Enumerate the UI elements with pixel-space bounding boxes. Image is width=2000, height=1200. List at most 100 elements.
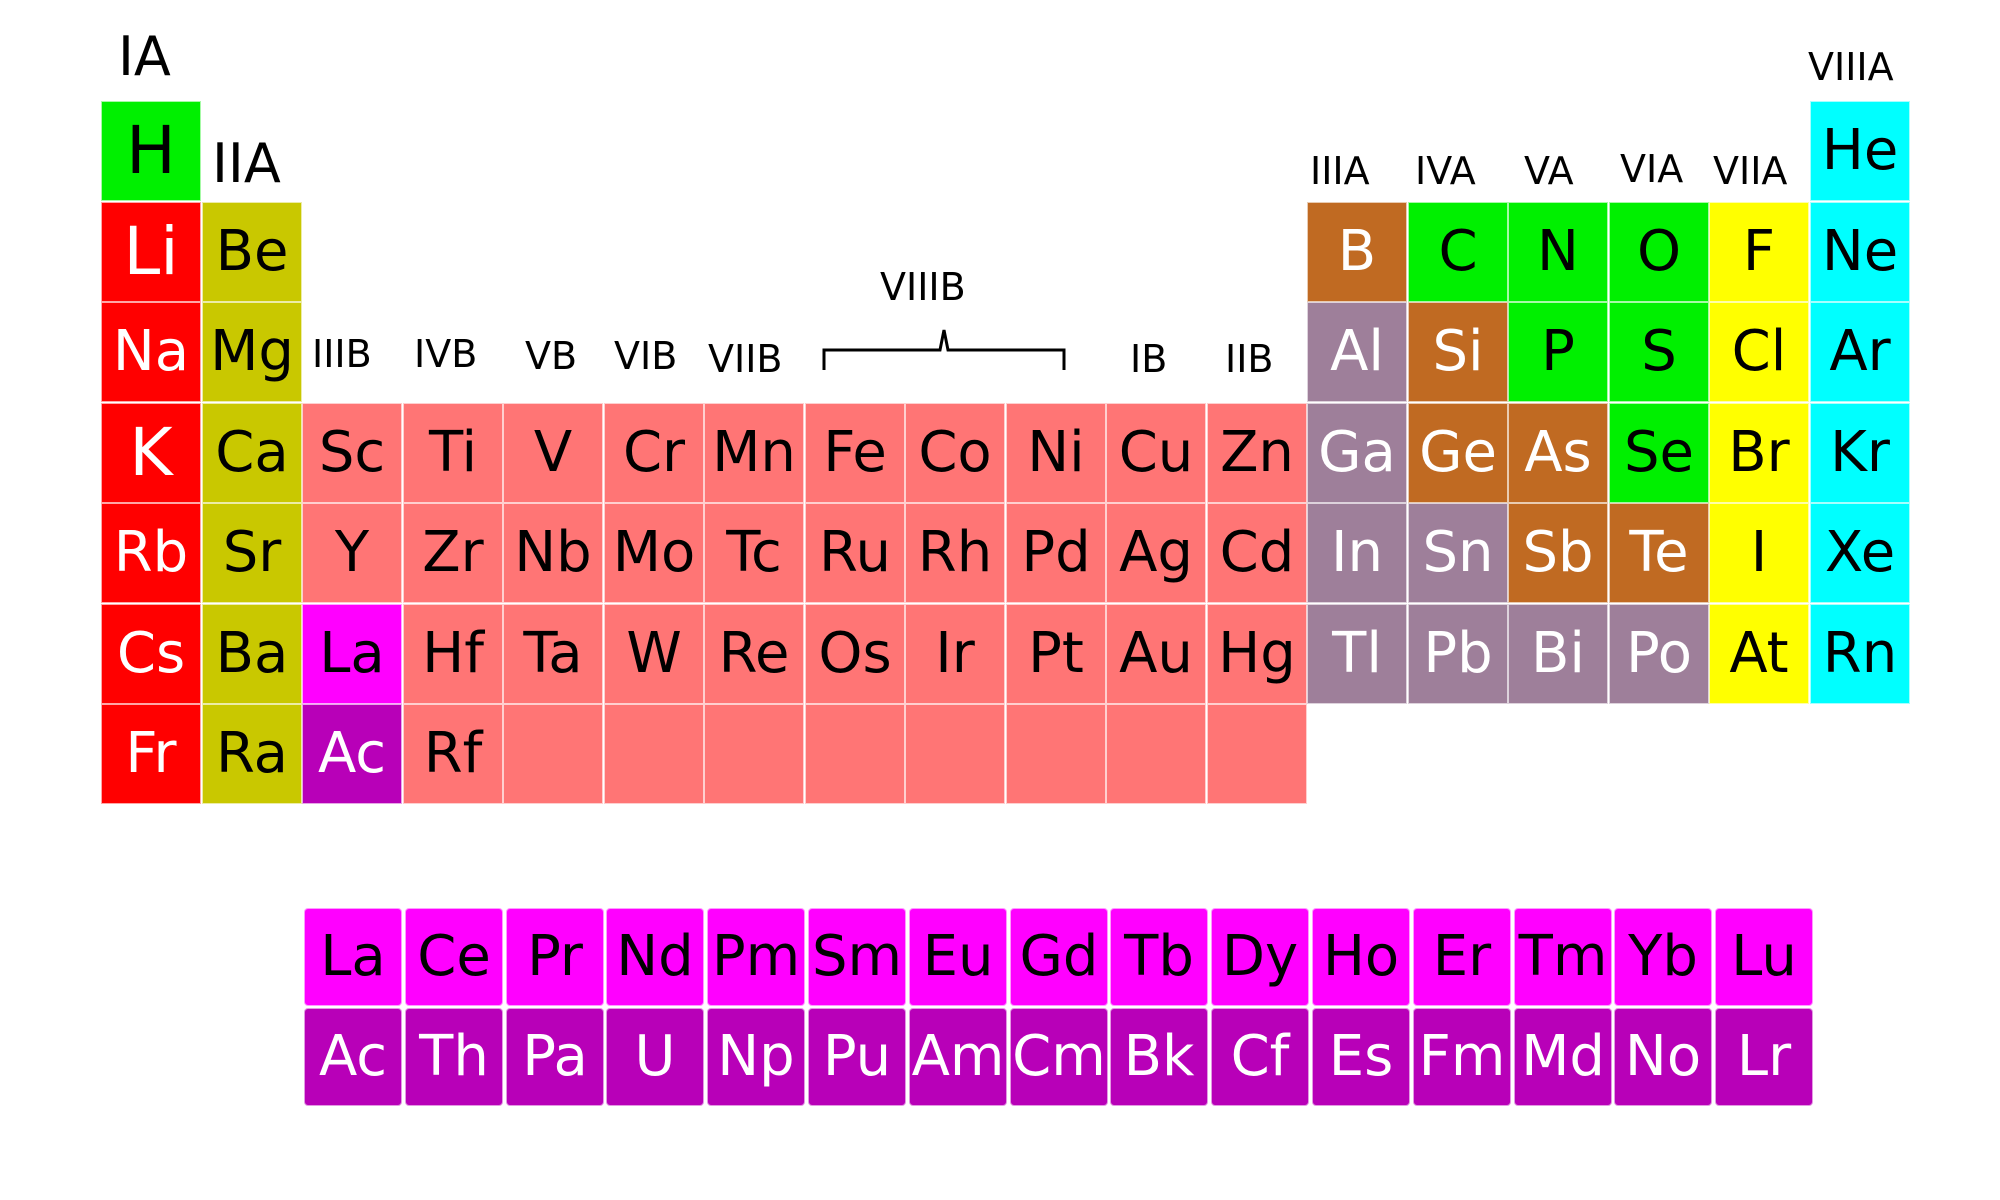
element-symbol: O [1636, 219, 1682, 284]
element-symbol: Fr [125, 721, 177, 786]
group-label-viib: VIIB [708, 337, 783, 381]
actinide-am: Am [909, 1008, 1007, 1106]
element-symbol: No [1624, 1024, 1702, 1089]
element-n: N [1508, 202, 1608, 302]
element-symbol: Sc [318, 420, 386, 485]
group-label-vb: VB [525, 334, 578, 378]
element-symbol: K [129, 414, 173, 491]
element-symbol: Pr [527, 924, 583, 989]
element-au: Au [1106, 604, 1206, 704]
element-be: Be [202, 202, 302, 302]
element-symbol: Eu [922, 924, 994, 989]
element-os: Os [805, 604, 905, 704]
element-symbol: C [1438, 219, 1478, 284]
actinide-pu: Pu [808, 1008, 906, 1106]
element-symbol: Zr [422, 520, 484, 585]
element-tl: Tl [1307, 604, 1407, 704]
lanthanide-er: Er [1413, 908, 1511, 1006]
element-symbol: Ta [523, 621, 583, 686]
element-rb: Rb [101, 503, 201, 603]
element-symbol: Hg [1218, 621, 1296, 686]
element-symbol: Y [334, 520, 370, 585]
group-label-ib: IB [1130, 337, 1168, 381]
element-symbol: Tb [1124, 924, 1194, 989]
element-y: Y [302, 503, 402, 603]
element-symbol: Ac [317, 721, 387, 786]
actinide-md: Md [1514, 1008, 1612, 1106]
element-symbol: Rf [423, 721, 483, 786]
element-symbol: Pb [1423, 621, 1493, 686]
empty-cell [805, 704, 905, 804]
element-symbol: Cd [1219, 520, 1295, 585]
element-symbol: Rb [113, 520, 189, 585]
element-symbol: Fe [823, 420, 887, 485]
element-symbol: Ca [215, 420, 289, 485]
element-symbol: Xe [1824, 520, 1896, 585]
group-label-viiib: VIIIB [880, 265, 966, 309]
element-cs: Cs [101, 604, 201, 704]
element-symbol: U [634, 1024, 676, 1089]
element-ir: Ir [905, 604, 1005, 704]
element-rn: Rn [1810, 604, 1910, 704]
element-i: I [1709, 503, 1809, 603]
element-symbol: Bk [1123, 1024, 1195, 1089]
actinide-th: Th [405, 1008, 503, 1106]
element-nb: Nb [503, 503, 603, 603]
element-na: Na [101, 302, 201, 402]
element-symbol: Np [717, 1024, 795, 1089]
element-cd: Cd [1207, 503, 1307, 603]
element-symbol: Ra [216, 721, 288, 786]
element-symbol: Er [1432, 924, 1492, 989]
element-in: In [1307, 503, 1407, 603]
element-symbol: Gd [1019, 924, 1099, 989]
element-symbol: Al [1330, 319, 1384, 384]
element-symbol: Cr [622, 420, 686, 485]
element-ga: Ga [1307, 403, 1407, 503]
group-label-iva: IVA [1415, 149, 1476, 193]
actinide-es: Es [1312, 1008, 1410, 1106]
element-symbol: Th [419, 1024, 489, 1089]
element-symbol: Mo [612, 520, 696, 585]
element-ne: Ne [1810, 202, 1910, 302]
lanthanide-pr: Pr [506, 908, 604, 1006]
element-symbol: Sn [1422, 520, 1494, 585]
element-tc: Tc [704, 503, 804, 603]
element-at: At [1709, 604, 1809, 704]
group-label-ivb: IVB [414, 332, 478, 376]
element-symbol: Ba [215, 621, 289, 686]
element-symbol: Ir [935, 621, 975, 686]
element-h: H [101, 101, 201, 201]
element-symbol: Es [1328, 1024, 1394, 1089]
element-pt: Pt [1006, 604, 1106, 704]
group-label-viiia: VIIIA [1808, 45, 1894, 89]
element-symbol: Ru [819, 520, 891, 585]
element-symbol: Ge [1419, 420, 1497, 485]
element-sr: Sr [202, 503, 302, 603]
element-bi: Bi [1508, 604, 1608, 704]
element-al: Al [1307, 302, 1407, 402]
actinide-u: U [606, 1008, 704, 1106]
element-symbol: Tc [726, 520, 782, 585]
group-label-vib: VIB [614, 334, 678, 378]
element-p: P [1508, 302, 1608, 402]
element-symbol: Br [1728, 420, 1790, 485]
group-label-iia: IIA [212, 132, 281, 195]
element-symbol: He [1821, 118, 1899, 183]
element-symbol: H [126, 112, 176, 189]
element-fr: Fr [101, 704, 201, 804]
element-ra: Ra [202, 704, 302, 804]
element-symbol: Tl [1332, 621, 1382, 686]
element-symbol: Pd [1021, 520, 1091, 585]
element-kr: Kr [1810, 403, 1910, 503]
element-symbol: Mn [712, 420, 796, 485]
element-symbol: Ti [428, 420, 478, 485]
element-symbol: Sb [1522, 520, 1594, 585]
element-sn: Sn [1408, 503, 1508, 603]
actinide-lr: Lr [1715, 1008, 1813, 1106]
element-symbol: Rn [1822, 621, 1898, 686]
element-symbol: Li [123, 213, 179, 290]
element-ti: Ti [403, 403, 503, 503]
element-co: Co [905, 403, 1005, 503]
element-symbol: Cs [116, 621, 186, 686]
